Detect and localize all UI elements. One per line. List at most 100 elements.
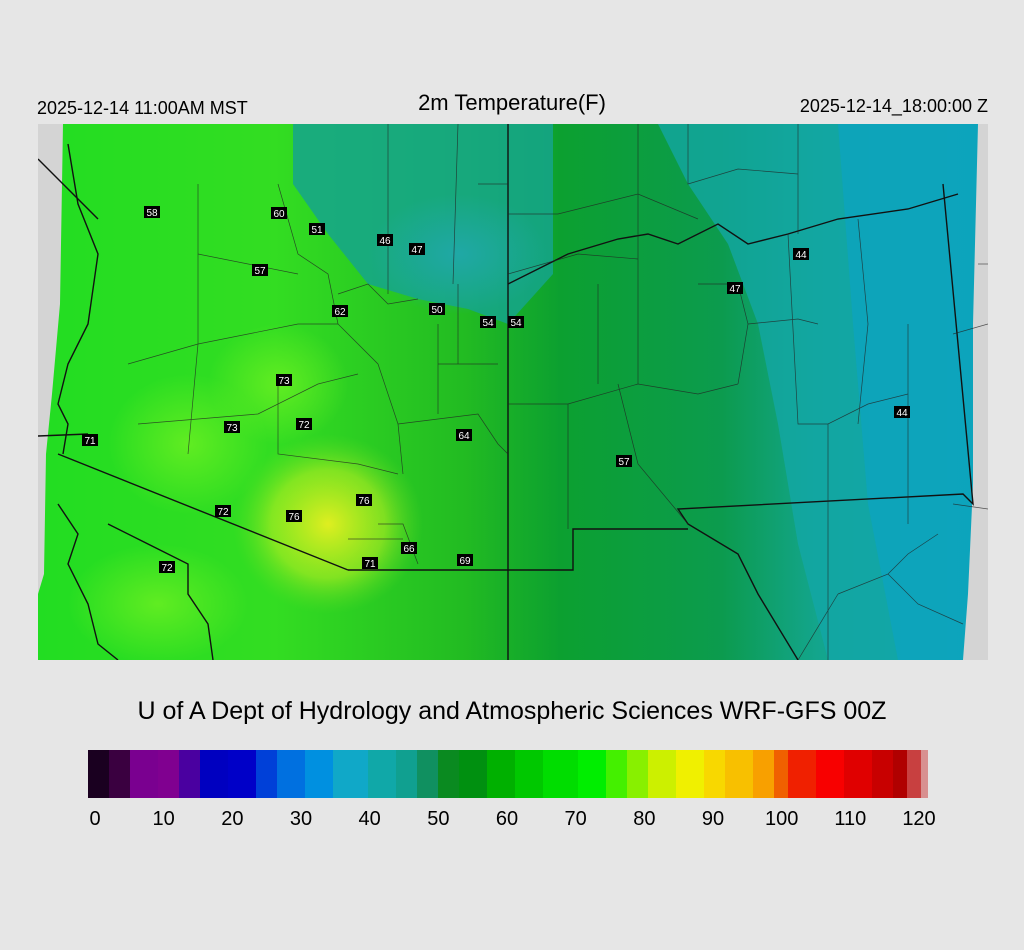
colorbar-tick: 30 (289, 808, 313, 830)
colorbar-tick: 40 (358, 808, 381, 830)
colorbar-segment (774, 750, 789, 798)
colorbar-segment (921, 750, 928, 798)
station-value: 58 (144, 206, 160, 219)
colorbar-tick: 80 (633, 808, 656, 830)
svg-text:76: 76 (358, 496, 370, 507)
colorbar-segment (704, 750, 726, 798)
colorbar-segment (515, 750, 544, 798)
colorbar-segment (130, 750, 159, 798)
colorbar-tick: 0 (89, 808, 101, 830)
station-value: 54 (480, 316, 496, 329)
station-value: 72 (296, 418, 312, 431)
svg-text:72: 72 (217, 507, 229, 518)
station-value: 71 (82, 434, 98, 447)
station-value: 72 (159, 561, 175, 574)
colorbar-segment (228, 750, 257, 798)
temperature-map: 58 60 51 46 47 57 62 50 54 54 44 47 73 73 72 64 44 71 57 72… (38, 124, 988, 660)
station-value: 62 (332, 305, 348, 318)
colorbar-segment (179, 750, 201, 798)
colorbar-tick-labels: 0 10 20 30 40 50 60 70 80 90 100 110 120 (0, 808, 1024, 838)
svg-text:44: 44 (795, 250, 807, 261)
svg-text:50: 50 (431, 305, 443, 316)
station-value: 44 (793, 248, 809, 261)
colorbar-tick: 120 (902, 808, 936, 830)
colorbar-segment (305, 750, 334, 798)
colorbar-segment (753, 750, 775, 798)
local-time-label: 2025-12-14 11:00AM MST (37, 98, 248, 118)
station-value: 76 (356, 494, 372, 507)
svg-text:47: 47 (729, 284, 741, 295)
map-title: 2m Temperature(F) (418, 90, 606, 115)
station-value: 51 (309, 223, 325, 236)
colorbar-segment (816, 750, 845, 798)
svg-text:62: 62 (334, 307, 346, 318)
station-value: 73 (224, 421, 240, 434)
colorbar-tick: 60 (495, 808, 519, 830)
station-value: 66 (401, 542, 417, 555)
colorbar-tick: 100 (764, 808, 799, 830)
colorbar-segment (676, 750, 705, 798)
model-credit: U of A Dept of Hydrology and Atmospheric… (137, 697, 887, 725)
svg-text:60: 60 (273, 209, 285, 220)
colorbar-tick: 110 (834, 808, 867, 830)
colorbar-segment (438, 750, 460, 798)
colorbar-segment (606, 750, 628, 798)
svg-text:44: 44 (896, 408, 908, 419)
valid-time-label: 2025-12-14_18:00:00 Z (799, 96, 988, 116)
station-value: 50 (429, 303, 445, 316)
station-value: 64 (456, 429, 472, 442)
colorbar-segment (543, 750, 579, 798)
svg-text:54: 54 (510, 318, 522, 329)
colorbar-segment (333, 750, 369, 798)
svg-text:46: 46 (379, 236, 391, 247)
svg-text:72: 72 (298, 420, 310, 431)
temperature-colorbar (88, 750, 928, 798)
svg-text:71: 71 (364, 559, 376, 570)
svg-text:73: 73 (278, 376, 290, 387)
station-value: 57 (616, 455, 632, 468)
colorbar-segment (256, 750, 278, 798)
station-value: 60 (271, 207, 287, 220)
colorbar-tick: 70 (564, 808, 587, 830)
svg-text:51: 51 (311, 225, 323, 236)
station-value: 73 (276, 374, 292, 387)
colorbar-segment (200, 750, 229, 798)
colorbar-segment (788, 750, 817, 798)
colorbar-segment (844, 750, 873, 798)
station-value: 76 (286, 510, 302, 523)
colorbar-segment (459, 750, 488, 798)
station-value: 47 (409, 243, 425, 256)
colorbar-tick: 90 (701, 808, 725, 830)
colorbar-segment (109, 750, 131, 798)
svg-text:66: 66 (403, 544, 415, 555)
station-value: 72 (215, 505, 231, 518)
colorbar-segment (578, 750, 607, 798)
colorbar-segment (487, 750, 516, 798)
station-value: 69 (457, 554, 473, 567)
colorbar-segment (725, 750, 754, 798)
svg-text:54: 54 (482, 318, 494, 329)
svg-text:73: 73 (226, 423, 238, 434)
station-value: 46 (377, 234, 393, 247)
svg-text:58: 58 (146, 208, 158, 219)
colorbar-segment (158, 750, 180, 798)
svg-text:69: 69 (459, 556, 471, 567)
colorbar-tick: 20 (221, 808, 244, 830)
station-value: 47 (727, 282, 743, 295)
svg-text:72: 72 (161, 563, 173, 574)
station-value: 44 (894, 406, 910, 419)
svg-text:57: 57 (254, 266, 266, 277)
colorbar-segment (648, 750, 677, 798)
station-value: 54 (508, 316, 524, 329)
colorbar-segment (417, 750, 439, 798)
svg-text:64: 64 (458, 431, 470, 442)
colorbar-segment (368, 750, 397, 798)
colorbar-segment (88, 750, 110, 798)
colorbar-segment (277, 750, 306, 798)
colorbar-segment (872, 750, 894, 798)
colorbar-tick: 10 (152, 808, 175, 830)
station-value: 71 (362, 557, 378, 570)
station-value: 57 (252, 264, 268, 277)
colorbar-segment (396, 750, 418, 798)
colorbar-tick: 50 (427, 808, 450, 830)
